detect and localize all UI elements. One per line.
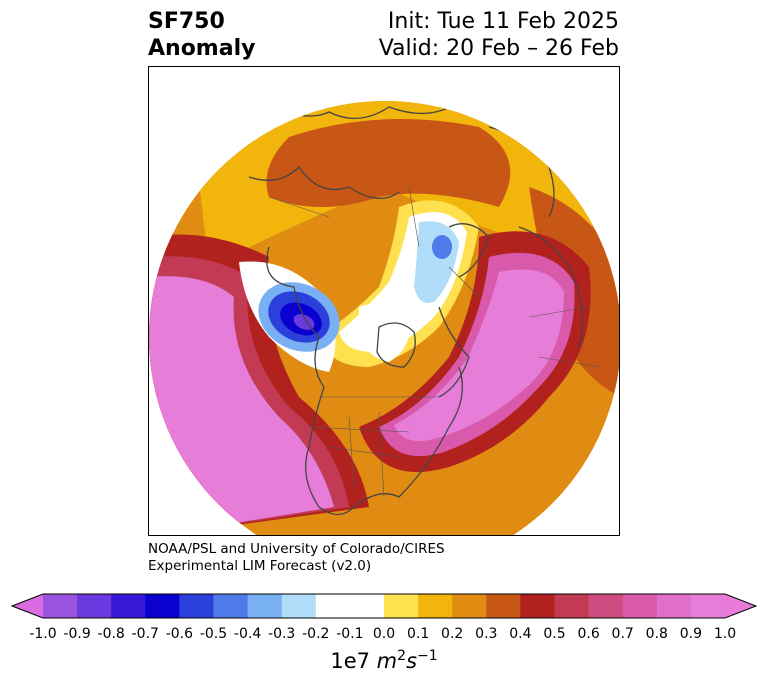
colorbar-cell xyxy=(179,594,214,618)
colorbar-tick-label: -0.9 xyxy=(63,626,91,642)
credit-line-1: NOAA/PSL and University of Colorado/CIRE… xyxy=(148,541,445,557)
colorbar-tick-label: 0.8 xyxy=(645,626,668,642)
colorbar-tick-label: 0.4 xyxy=(509,626,532,642)
colorbar-cell xyxy=(486,594,521,618)
map-panel xyxy=(148,66,620,536)
colorbar-tick-label: 0.3 xyxy=(475,626,498,642)
colorbar-tick-label: 0.5 xyxy=(543,626,566,642)
strong-positive-west xyxy=(149,276,334,535)
colorbar-tick-label: 0.2 xyxy=(441,626,464,642)
positive-center-north xyxy=(266,119,511,207)
colorbar-cell xyxy=(452,594,487,618)
colorbar-cell xyxy=(349,594,385,618)
credit-text: NOAA/PSL and University of Colorado/CIRE… xyxy=(148,541,445,575)
arctic-basin-white xyxy=(359,303,410,362)
anomaly-field xyxy=(149,101,619,535)
units-s-exponent: −1 xyxy=(417,648,438,664)
colorbar-outline xyxy=(10,593,758,619)
colorbar-tick-label: -0.1 xyxy=(336,626,364,642)
colorbar-tick-label: -1.0 xyxy=(29,626,57,642)
colorbar-cell xyxy=(281,594,317,618)
negative-core-east xyxy=(432,235,452,259)
init-date: Init: Tue 11 Feb 2025 xyxy=(387,9,619,34)
colorbar-tick-label: 0.1 xyxy=(406,626,430,642)
units-prefix: 1e7 xyxy=(330,649,370,673)
field-type: Anomaly xyxy=(148,36,256,61)
colorbar-cell xyxy=(247,594,283,618)
colorbar-tick-label: -0.7 xyxy=(131,626,159,642)
colorbar-cell xyxy=(554,594,590,618)
colorbar-tick-label: -0.2 xyxy=(302,626,330,642)
units-s: s xyxy=(406,649,418,673)
political-boundaries xyxy=(268,186,600,498)
colorbar-cell xyxy=(111,594,146,618)
colorbar-cell xyxy=(418,594,453,618)
colorbar-cell xyxy=(690,594,726,618)
strong-positive-east xyxy=(394,269,564,441)
colorbar-underflow-arrow xyxy=(12,594,43,618)
colorbar-units: 1e7 m2s−1 xyxy=(0,648,768,673)
colorbar-cell xyxy=(213,594,249,618)
variable-name: SF750 xyxy=(148,9,225,34)
colorbar-cell xyxy=(145,594,180,618)
colorbar-tick-label: -0.6 xyxy=(165,626,194,642)
colorbar-cell xyxy=(315,594,351,618)
colorbar-tick-label: 0.9 xyxy=(679,626,703,642)
anomaly-map xyxy=(149,101,619,535)
colorbar-cell xyxy=(384,594,419,618)
colorbar-tick-label: -0.4 xyxy=(233,626,262,642)
colorbar-tick-label: -0.8 xyxy=(97,626,125,642)
colorbar-tick-label: -0.3 xyxy=(268,626,296,642)
colorbar-cells xyxy=(43,594,726,618)
colorbar-tick-labels: -1.0 -0.9 -0.8 -0.7 -0.6 -0.5 -0.4 -0.3 -0.2 -0.1… xyxy=(0,626,768,646)
colorbar-cell xyxy=(77,594,112,618)
colorbar-tick-label: 1.0 xyxy=(713,626,737,642)
colorbar-cell xyxy=(656,594,692,618)
colorbar-cell xyxy=(43,594,78,618)
colorbar-tick-label: 0.7 xyxy=(611,626,634,642)
colorbar-tick-label: 0.0 xyxy=(372,626,396,642)
colorbar-tick-label: 0.6 xyxy=(577,626,600,642)
valid-range: Valid: 20 Feb – 26 Feb xyxy=(378,36,619,61)
units-m-exponent: 2 xyxy=(397,648,407,664)
credit-line-2: Experimental LIM Forecast (v2.0) xyxy=(148,558,372,574)
colorbar-cell xyxy=(588,594,624,618)
colorbar-cell xyxy=(520,594,555,618)
plot-title-left: SF750 Anomaly xyxy=(148,8,255,62)
plot-title-right: Init: Tue 11 Feb 2025 Valid: 20 Feb – 26… xyxy=(379,8,619,62)
colorbar-tick-label: -0.5 xyxy=(199,626,228,642)
units-m: m xyxy=(376,649,398,673)
colorbar-overflow-arrow xyxy=(725,594,756,618)
colorbar-cell xyxy=(622,594,658,618)
colorbar xyxy=(10,593,758,619)
